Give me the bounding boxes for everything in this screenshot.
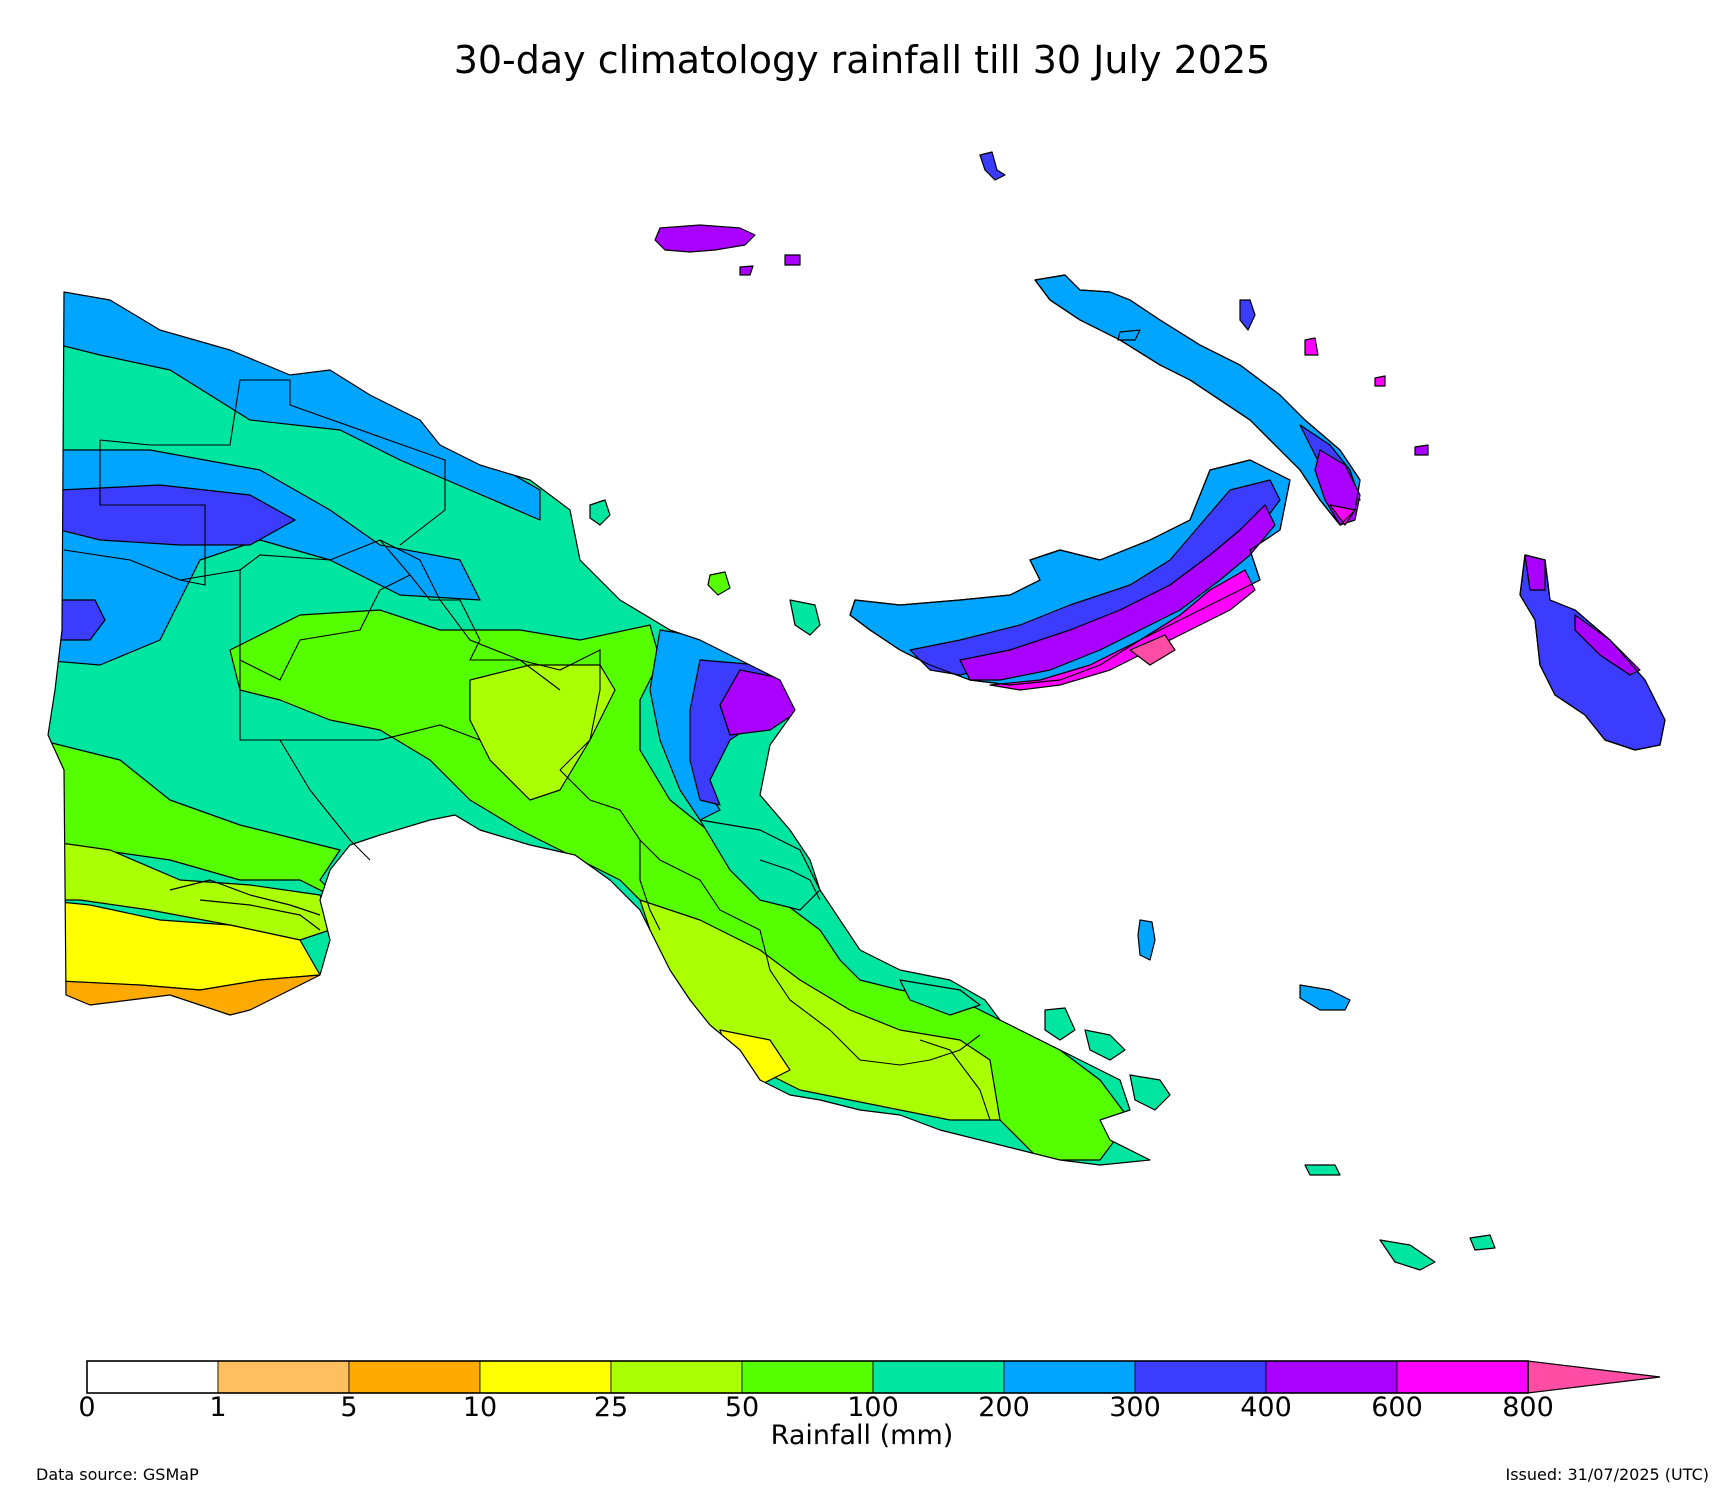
- colorbar-tick-label: 5: [340, 1392, 358, 1423]
- colorbar-tick-label: 10: [462, 1392, 498, 1423]
- colorbar-label: Rainfall (mm): [770, 1420, 954, 1451]
- colorbar-tick-label: 600: [1371, 1392, 1423, 1423]
- bougainville-island: [1519, 554, 1666, 751]
- mainland-png: [47, 291, 1151, 1166]
- colorbar-tick-label: 1: [209, 1392, 227, 1423]
- map-title: 30-day climatology rainfall till 30 July…: [453, 38, 1271, 82]
- manus-island: [654, 224, 801, 276]
- colorbar-tick-label: 800: [1502, 1392, 1554, 1423]
- small-islands-southeast: [1044, 919, 1496, 1271]
- new-britain-island: [849, 459, 1291, 691]
- colorbar-tick-label: 200: [978, 1392, 1030, 1423]
- issued-date: Issued: 31/07/2025 (UTC): [1505, 1465, 1709, 1484]
- colorbar-tick-label: 0: [78, 1392, 96, 1423]
- colorbar-tick-label: 50: [724, 1392, 760, 1423]
- data-source-note: Data source: GSMaP: [36, 1465, 199, 1484]
- colorbar-tick-label: 300: [1109, 1392, 1161, 1423]
- colorbar-tick-label: 25: [593, 1392, 629, 1423]
- colorbar-tick-label: 400: [1240, 1392, 1292, 1423]
- small-islands-north: [589, 151, 1429, 636]
- colorbar-tick-label: 100: [847, 1392, 899, 1423]
- new-ireland-island: [1034, 274, 1361, 526]
- province-boundaries: [63, 379, 991, 1121]
